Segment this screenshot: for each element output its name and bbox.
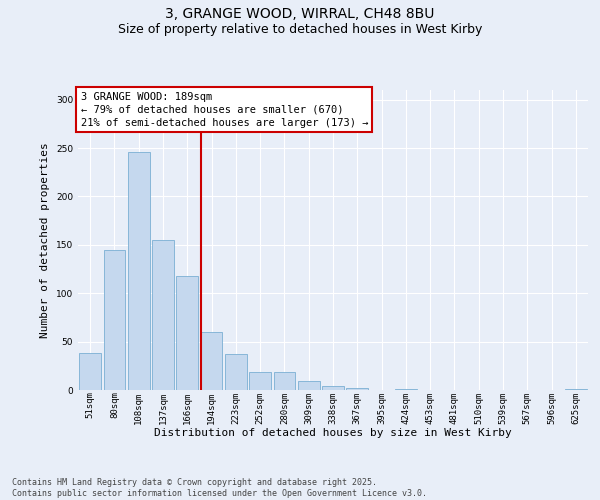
Bar bbox=[565, 389, 587, 390]
Bar bbox=[79, 353, 101, 390]
Bar bbox=[322, 386, 344, 390]
Bar bbox=[104, 250, 125, 390]
Bar bbox=[225, 354, 247, 390]
Text: 3, GRANGE WOOD, WIRRAL, CH48 8BU: 3, GRANGE WOOD, WIRRAL, CH48 8BU bbox=[166, 8, 434, 22]
X-axis label: Distribution of detached houses by size in West Kirby: Distribution of detached houses by size … bbox=[154, 428, 512, 438]
Bar bbox=[249, 372, 271, 390]
Bar bbox=[346, 388, 368, 390]
Bar bbox=[200, 332, 223, 390]
Bar bbox=[274, 372, 295, 390]
Bar bbox=[395, 389, 417, 390]
Text: Size of property relative to detached houses in West Kirby: Size of property relative to detached ho… bbox=[118, 22, 482, 36]
Text: Contains HM Land Registry data © Crown copyright and database right 2025.
Contai: Contains HM Land Registry data © Crown c… bbox=[12, 478, 427, 498]
Bar bbox=[176, 276, 198, 390]
Text: 3 GRANGE WOOD: 189sqm
← 79% of detached houses are smaller (670)
21% of semi-det: 3 GRANGE WOOD: 189sqm ← 79% of detached … bbox=[80, 92, 368, 128]
Bar bbox=[152, 240, 174, 390]
Bar bbox=[128, 152, 149, 390]
Bar bbox=[298, 382, 320, 390]
Y-axis label: Number of detached properties: Number of detached properties bbox=[40, 142, 50, 338]
